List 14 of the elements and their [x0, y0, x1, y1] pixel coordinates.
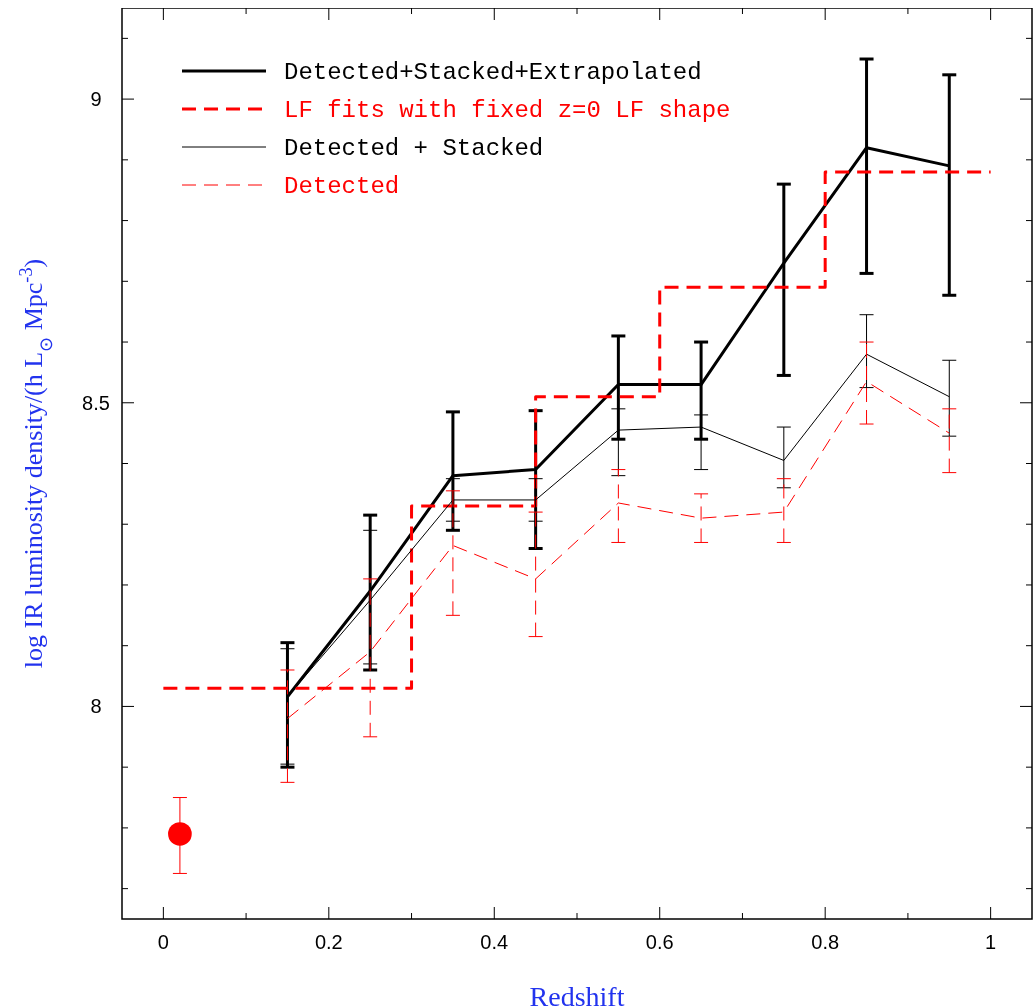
x-tick-label: 0.4	[480, 931, 509, 953]
y-tick-label: 9	[90, 88, 102, 111]
x-tick-label: 0.2	[314, 931, 343, 953]
x-tick-label: 1	[985, 931, 997, 953]
x-tick-label: 0	[157, 931, 169, 953]
y-tick-label: 8.5	[82, 391, 110, 414]
legend-label: LF fits with fixed z=0 LF shape	[284, 97, 731, 125]
legend-label: Detected	[284, 173, 400, 201]
y-tick-label: 8	[90, 695, 102, 718]
x-tick-label: 0.8	[811, 931, 840, 953]
legend-label: Detected + Stacked	[284, 135, 544, 163]
legend-label: Detected+Stacked+Extrapolated	[284, 59, 702, 87]
x-tick-label: 0.6	[645, 931, 674, 953]
x-axis-title: Redshift	[529, 981, 625, 1006]
